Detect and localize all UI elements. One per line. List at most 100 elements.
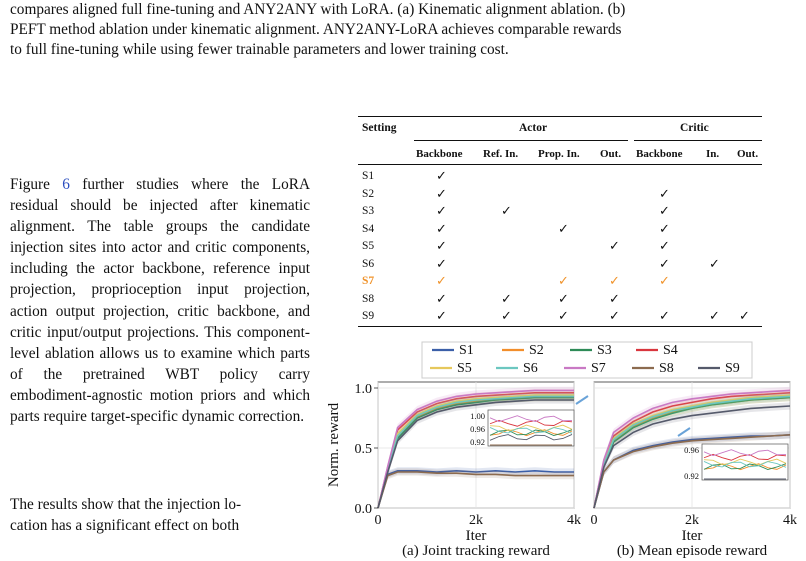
x-axis-label: Iter	[466, 528, 487, 544]
x-tick-label: 2k	[685, 513, 699, 528]
check-icon: ✓	[436, 273, 447, 288]
chart-legend: S1 S2 S3 S4 S5 S6 S7 S8 S9	[421, 341, 753, 379]
body-paragraph-2: The results show that the injection lo- …	[10, 494, 310, 536]
para-pre: Figure	[10, 176, 63, 193]
check-icon: ✓	[436, 255, 447, 271]
check-icon: ✓	[501, 203, 512, 218]
legend-label-S1: S1	[459, 343, 474, 358]
figure-ref-link[interactable]: 6	[62, 176, 70, 193]
row-label: S1	[362, 170, 375, 182]
body-paragraph: Figure 6 further studies where the LoRA …	[10, 174, 310, 427]
subheader-6: Out.	[737, 148, 759, 160]
inset-line-S9	[489, 434, 573, 441]
subheader-1: Ref. In.	[483, 148, 519, 160]
chart-a-joint-tracking: 1.00 0.96 0.92 0 2k 4k 0.0 0.5 1.0 Iter(a) Joint …	[326, 381, 589, 558]
check-icon: ✓	[709, 308, 720, 323]
caption-line-3: to full fine-tuning while using fewer tr…	[10, 41, 509, 58]
inset-line-S5	[703, 458, 787, 466]
row-label: S9	[362, 310, 375, 322]
check-icon: ✓	[436, 220, 447, 236]
check-icon: ✓	[609, 290, 620, 306]
check-icon: ✓	[709, 255, 720, 271]
zoom-arrow	[575, 395, 589, 405]
inset-tick: 1.00	[470, 411, 485, 421]
row-label: S2	[362, 187, 375, 200]
inset-frame	[701, 443, 789, 481]
check-icon: ✓	[501, 308, 512, 323]
inset-tick: 0.96	[684, 445, 699, 455]
inset-line-S6	[489, 427, 573, 434]
chart-subtitle: (b) Mean episode reward	[617, 543, 768, 558]
subheader-3: Out.	[600, 148, 622, 160]
y-axis-label: Norm. reward	[326, 402, 342, 487]
subheader-5: In.	[706, 148, 720, 160]
series-line-S6	[377, 395, 574, 509]
legend-label-S9: S9	[725, 361, 740, 376]
legend-label-S6: S6	[523, 361, 538, 376]
row-label: S6	[362, 257, 375, 270]
chart-subtitle: (a) Joint tracking reward	[402, 543, 550, 558]
check-icon: ✓	[659, 220, 670, 236]
para-post: further studies where the LoRA residual …	[10, 176, 311, 426]
row-label: S3	[362, 205, 375, 217]
header-setting: Setting	[362, 122, 397, 134]
legend-label-S5: S5	[457, 361, 472, 376]
header-actor: Actor	[519, 122, 548, 134]
subheader-4: Backbone	[636, 148, 683, 160]
inset-line-S7	[703, 449, 787, 457]
x-tick-label: 2k	[469, 513, 483, 528]
para2-line1: The results show that the injection lo-	[10, 496, 242, 513]
series-line-S1	[377, 469, 574, 509]
inset-tick: 0.92	[470, 437, 485, 447]
inset-line-S3	[703, 463, 787, 471]
check-icon: ✓	[659, 273, 670, 288]
check-icon: ✓	[436, 308, 447, 323]
check-icon: ✓	[558, 308, 569, 323]
check-icon: ✓	[609, 273, 620, 288]
band-S8	[378, 468, 574, 508]
legend-label-S8: S8	[659, 361, 674, 376]
x-axis-label: Iter	[682, 528, 703, 544]
y-tick-label: 1.0	[355, 382, 373, 397]
check-icon: ✓	[436, 185, 447, 201]
series-line-S9	[593, 405, 791, 509]
x-tick-label: 4k	[783, 513, 797, 528]
series-line-S7	[593, 389, 791, 509]
inset-line-S3	[489, 429, 573, 437]
check-icon: ✓	[501, 290, 512, 306]
zoom-arrow	[677, 427, 691, 437]
check-icon: ✓	[609, 238, 620, 253]
inset-line-S4	[703, 453, 787, 461]
legend-label-S4: S4	[663, 343, 678, 358]
check-icon: ✓	[659, 255, 670, 271]
check-icon: ✓	[609, 308, 620, 323]
check-icon: ✓	[558, 220, 569, 236]
caption-line-1: compares aligned full fine-tuning and AN…	[10, 1, 626, 18]
table-top-rule	[358, 116, 762, 118]
inset-tick: 0.92	[684, 471, 699, 481]
caption-line-2: PEFT method ablation under kinematic ali…	[10, 21, 622, 38]
x-tick-label: 0	[375, 513, 382, 528]
series-line-S9	[377, 399, 574, 509]
row-label: S8	[362, 292, 375, 305]
series-line-S8	[377, 471, 574, 509]
check-icon: ✓	[739, 308, 750, 323]
row-label: S7	[362, 275, 375, 287]
band-S1	[594, 431, 790, 508]
para2-line2: cation has a significant effect on both	[10, 517, 240, 535]
check-icon: ✓	[558, 273, 569, 288]
critic-cmid-rule	[634, 140, 762, 141]
table-bottom-rule	[358, 326, 762, 328]
y-tick-label: 0.0	[355, 502, 373, 517]
check-icon: ✓	[659, 308, 670, 323]
actor-cmid-rule	[414, 140, 628, 141]
inset-line-S4	[489, 419, 573, 427]
check-icon: ✓	[659, 203, 670, 218]
series-line-S6	[593, 395, 791, 509]
y-tick-label: 0.5	[355, 442, 373, 457]
band-S4	[594, 389, 790, 508]
inset-line-S6	[703, 461, 787, 468]
legend-label-S7: S7	[591, 361, 606, 376]
inset-line-S5	[489, 424, 573, 432]
